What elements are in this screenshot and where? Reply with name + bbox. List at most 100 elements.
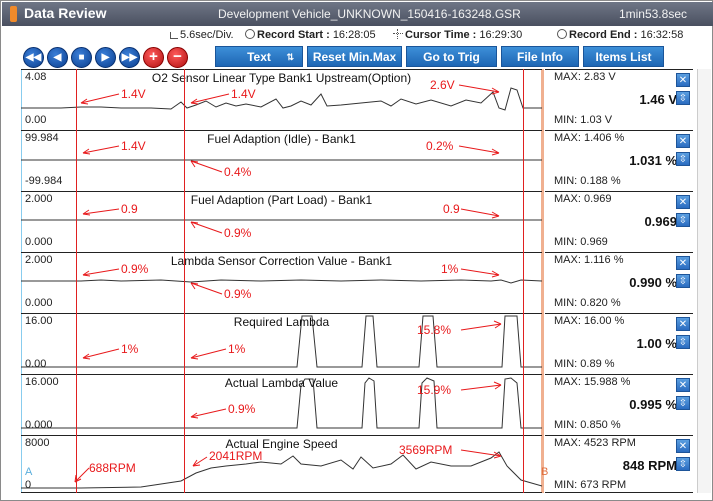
close-icon[interactable]: ✕ — [676, 73, 690, 87]
time-division-icon — [170, 32, 178, 39]
clock-icon — [557, 29, 567, 39]
stat-max: MAX: 2.83 V — [554, 71, 616, 83]
annotation-arrows — [82, 145, 500, 173]
stat-actual-lambda: MAX: 15.988 % 0.995 % MIN: 0.850 % — [545, 374, 693, 432]
close-icon[interactable]: ✕ — [676, 378, 690, 392]
marker-line — [523, 69, 524, 493]
annotation: 1% — [441, 262, 459, 276]
plot-panel-required-lambda: 16.00 0.00 Required Lambda 1% 1% 15.8% — [21, 313, 542, 371]
stop-button[interactable]: ■ — [71, 47, 92, 68]
stat-max: MAX: 4523 RPM — [554, 437, 636, 449]
panel-option-icon[interactable]: ⇳ — [676, 396, 690, 410]
stat-min: MIN: 0.820 % — [554, 297, 621, 309]
record-start: Record Start : 16:28:05 — [245, 29, 376, 41]
y-min-label: 0.00 — [25, 114, 47, 126]
annotation: 1.4V — [121, 87, 146, 101]
annotation-arrows — [82, 320, 502, 360]
annotation: 2041RPM — [209, 449, 263, 463]
close-icon[interactable]: ✕ — [676, 439, 690, 453]
annotation: 688RPM — [89, 461, 136, 475]
annotation-arrows — [190, 381, 502, 419]
y-max-label: 2.000 — [25, 193, 53, 205]
stat-fuel-idle: MAX: 1.406 % 1.031 % MIN: 0.188 % — [545, 130, 693, 188]
panel-option-icon[interactable]: ⇳ — [676, 274, 690, 288]
select-arrow-icon: ⇅ — [286, 52, 294, 62]
clock-icon — [245, 29, 255, 39]
stat-lambda-correction: MAX: 1.116 % 0.990 % MIN: 0.820 % — [545, 252, 693, 310]
fast-forward-button[interactable]: ▶▶ — [119, 47, 140, 68]
y-max-label: 4.08 — [25, 71, 47, 83]
annotation: 0.9% — [224, 226, 252, 240]
text-select-value: Text — [247, 50, 271, 64]
record-end: Record End : 16:32:58 — [557, 29, 683, 41]
panel-option-icon[interactable]: ⇳ — [676, 457, 690, 471]
annotation: 1% — [228, 342, 246, 356]
annotation: 0.9 — [121, 202, 138, 216]
y-max-label: 99.984 — [25, 132, 59, 144]
trace-o2-sensor — [21, 87, 542, 111]
y-min-label: 0 — [25, 479, 32, 491]
trace-lambda-correction — [21, 279, 542, 284]
close-icon[interactable]: ✕ — [676, 256, 690, 270]
cursor-time: Cursor Time : 16:29:30 — [393, 29, 522, 41]
stat-max: MAX: 16.00 % — [554, 315, 625, 327]
annotation: 0.9% — [224, 287, 252, 301]
marker-line — [76, 69, 77, 493]
zoom-in-button[interactable]: + — [143, 47, 164, 68]
cursor-icon — [393, 29, 403, 39]
panel-option-icon[interactable]: ⇳ — [676, 91, 690, 105]
items-list-button[interactable]: Items List — [583, 46, 664, 67]
stat-min: MIN: 0.188 % — [554, 175, 621, 187]
file-title: Development Vehicle_UNKNOWN_150416-16324… — [218, 7, 521, 21]
go-to-trig-button[interactable]: Go to Trig — [406, 46, 497, 67]
annotation: 0.9% — [228, 402, 256, 416]
rewind-fast-button[interactable]: ◀◀ — [23, 47, 44, 68]
stat-min: MIN: 673 RPM — [554, 479, 627, 491]
stat-current: 0.969 — [644, 214, 677, 229]
rewind-button[interactable]: ◀ — [47, 47, 68, 68]
plot-area[interactable]: 4.08 0.00 O2 Sensor Linear Type Bank1 Up… — [21, 69, 542, 493]
annotation-arrows — [82, 208, 500, 234]
y-min-label: -99.984 — [25, 175, 63, 187]
cursor-b-line[interactable] — [541, 69, 544, 493]
panel-option-icon[interactable]: ⇳ — [676, 213, 690, 227]
trace-actual-lambda — [21, 377, 542, 429]
close-icon[interactable]: ✕ — [676, 195, 690, 209]
panel-side-buttons: ✕ ⇳ ✕ ⇳ ✕ ⇳ ✕ ⇳ ✕ ⇳ ✕ ⇳ ✕ ⇳ — [676, 69, 692, 493]
plot-panel-o2-sensor: 4.08 0.00 O2 Sensor Linear Type Bank1 Up… — [21, 69, 542, 127]
stat-current: 1.00 % — [636, 336, 677, 351]
y-max-label: 2.000 — [25, 254, 53, 266]
zoom-out-button[interactable]: − — [167, 47, 188, 68]
panel-option-icon[interactable]: ⇳ — [676, 335, 690, 349]
close-icon[interactable]: ✕ — [676, 134, 690, 148]
panel-option-icon[interactable]: ⇳ — [676, 152, 690, 166]
annotation: 0.4% — [224, 165, 252, 179]
plot-panel-fuel-idle: 99.984 -99.984 Fuel Adaption (Idle) - Ba… — [21, 130, 542, 188]
annotation: 2.6V — [430, 78, 455, 92]
vertical-scrollbar[interactable] — [697, 69, 711, 493]
stat-o2-sensor: MAX: 2.83 V 1.46 V MIN: 1.03 V — [545, 69, 693, 127]
time-division: 5.6sec/Div. — [170, 29, 234, 41]
y-max-label: 16.00 — [25, 315, 53, 327]
cursor-b-label: B — [541, 466, 549, 478]
stat-required-lambda: MAX: 16.00 % 1.00 % MIN: 0.89 % — [545, 313, 693, 371]
stat-current: 0.990 % — [629, 275, 677, 290]
stat-engine-speed: MAX: 4523 RPM 848 RPM MIN: 673 RPM — [545, 435, 693, 493]
annotation: 0.9% — [121, 262, 149, 276]
close-icon[interactable]: ✕ — [676, 317, 690, 331]
plot-panel-actual-lambda: 16.000 0.000 Actual Lambda Value 0.9% 15… — [21, 374, 542, 432]
toolbar: ◀◀ ◀ ■ ▶ ▶▶ + − Text ⇅ Reset Min.Max Go … — [2, 44, 713, 68]
stat-current: 0.995 % — [629, 397, 677, 412]
stat-current: 848 RPM — [622, 458, 677, 473]
file-info-button[interactable]: File Info — [501, 46, 579, 67]
y-min-label: 0.000 — [25, 297, 53, 309]
stat-max: MAX: 1.406 % — [554, 132, 625, 144]
reset-minmax-button[interactable]: Reset Min.Max — [307, 46, 402, 67]
annotation: 0.9 — [443, 202, 460, 216]
stat-max: MAX: 0.969 — [554, 193, 612, 205]
text-select[interactable]: Text ⇅ — [215, 46, 303, 67]
play-button[interactable]: ▶ — [95, 47, 116, 68]
annotation: 3569RPM — [399, 443, 453, 457]
trace-fuel-idle — [21, 159, 542, 161]
